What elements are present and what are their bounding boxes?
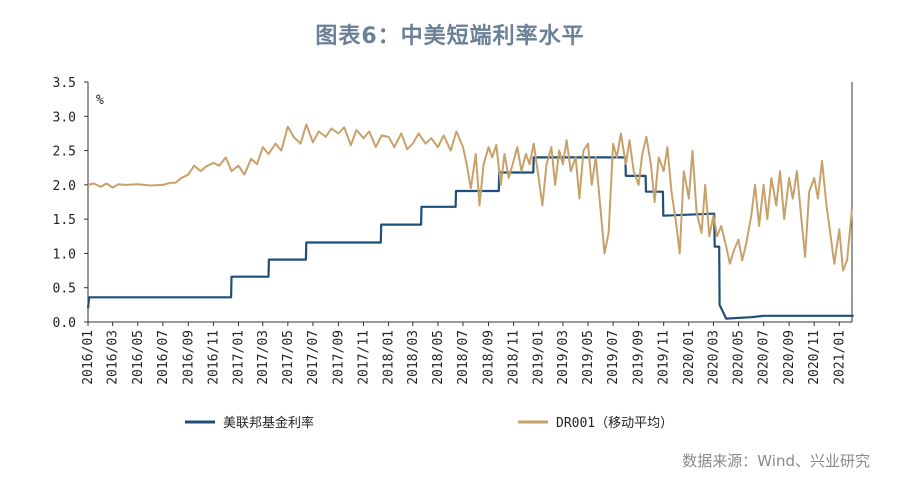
x-tick-label: 2018/11: [507, 330, 522, 385]
x-tick-label: 2020/09: [782, 330, 797, 385]
x-tick-label: 2017/11: [357, 330, 372, 385]
x-tick-label: 2019/05: [581, 330, 596, 385]
x-tick-label: 2020/07: [757, 330, 772, 385]
y-tick-label: 2.5: [53, 145, 76, 160]
x-tick-label: 2021/01: [832, 330, 847, 385]
x-tick-label: 2020/01: [682, 330, 697, 385]
chart-title: 图表6：中美短端利率水平: [315, 24, 585, 49]
y-tick-label: 2.0: [53, 179, 76, 194]
y-tick-label: 0.0: [53, 316, 76, 331]
x-tick-label: 2018/07: [456, 330, 471, 385]
y-tick-label: 3.5: [53, 76, 76, 91]
chart-axes: %: [87, 82, 853, 323]
data-source-note: 数据来源：Wind、兴业研究: [682, 452, 870, 470]
x-tick-label: 2017/09: [331, 330, 346, 385]
y-tick-label: 0.5: [53, 282, 76, 297]
x-tick-label: 2017/07: [306, 330, 321, 385]
x-tick-label: 2020/11: [807, 330, 822, 385]
x-tick-label: 2018/03: [406, 330, 421, 385]
y-axis-ticks: 0.0 0.5 1.0 1.5 2.0 2.5 3.0 3.5: [53, 76, 88, 331]
y-tick-label: 1.5: [53, 213, 76, 228]
x-tick-label: 2019/07: [606, 330, 621, 385]
x-tick-label: 2019/01: [532, 330, 547, 385]
x-tick-label: 2017/03: [256, 330, 271, 385]
x-tick-label: 2018/05: [431, 330, 446, 385]
x-tick-label: 2019/11: [657, 330, 672, 385]
x-tick-label: 2017/05: [281, 330, 296, 385]
fed-funds-rate-line: [86, 156, 854, 320]
x-tick-label: 2016/09: [181, 330, 196, 385]
x-tick-label: 2016/01: [81, 330, 96, 385]
x-tick-label: 2019/09: [632, 330, 647, 385]
x-tick-label: 2016/11: [206, 330, 221, 385]
x-tick-label: 2020/05: [732, 330, 747, 385]
y-unit-label: %: [96, 93, 104, 108]
x-tick-label: 2018/01: [382, 330, 397, 385]
legend-label: 美联邦基金利率: [223, 415, 314, 431]
x-tick-label: 2018/09: [482, 330, 497, 385]
x-tick-label: 2020/03: [706, 330, 721, 385]
y-tick-label: 1.0: [53, 247, 76, 262]
dr001-moving-average-line: [87, 123, 853, 272]
x-tick-label: 2016/05: [131, 330, 146, 385]
x-tick-label: 2017/01: [231, 330, 246, 385]
y-tick-label: 3.0: [53, 110, 76, 125]
legend-label: DR001（移动平均）: [556, 416, 673, 431]
x-tick-label: 2016/07: [156, 330, 171, 385]
x-axis-ticks: 2016/01 2016/03 2016/05 2016/07 2016/09 2016/…: [81, 322, 847, 385]
chart-legend: 美联邦基金利率 DR001（移动平均）: [185, 415, 673, 431]
x-tick-label: 2019/03: [556, 330, 571, 385]
series-lines: [86, 123, 854, 320]
x-tick-label: 2016/03: [106, 330, 121, 385]
